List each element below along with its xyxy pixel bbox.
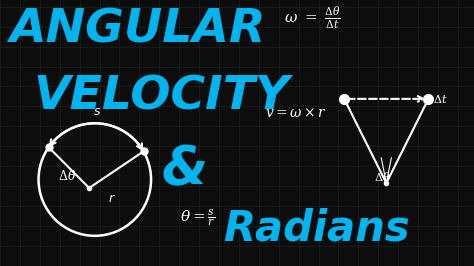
Text: Radians: Radians [223,207,410,250]
Text: $\Delta\theta$: $\Delta\theta$ [58,169,77,182]
Text: $\Delta t$: $\Delta t$ [433,93,447,105]
Text: VELOCITY: VELOCITY [33,74,290,119]
Text: $\omega\ =\ \frac{\Delta\theta}{\Delta t}$: $\omega\ =\ \frac{\Delta\theta}{\Delta t… [284,5,341,32]
Text: $v = \omega \times r$: $v = \omega \times r$ [265,106,328,120]
Text: s: s [94,105,101,118]
Text: &: & [161,144,207,196]
Text: $\Delta\theta$: $\Delta\theta$ [374,171,390,184]
Text: ANGULAR: ANGULAR [9,8,266,53]
Text: $\theta = \frac{s}{r}$: $\theta = \frac{s}{r}$ [180,207,216,228]
Text: r: r [109,192,114,205]
